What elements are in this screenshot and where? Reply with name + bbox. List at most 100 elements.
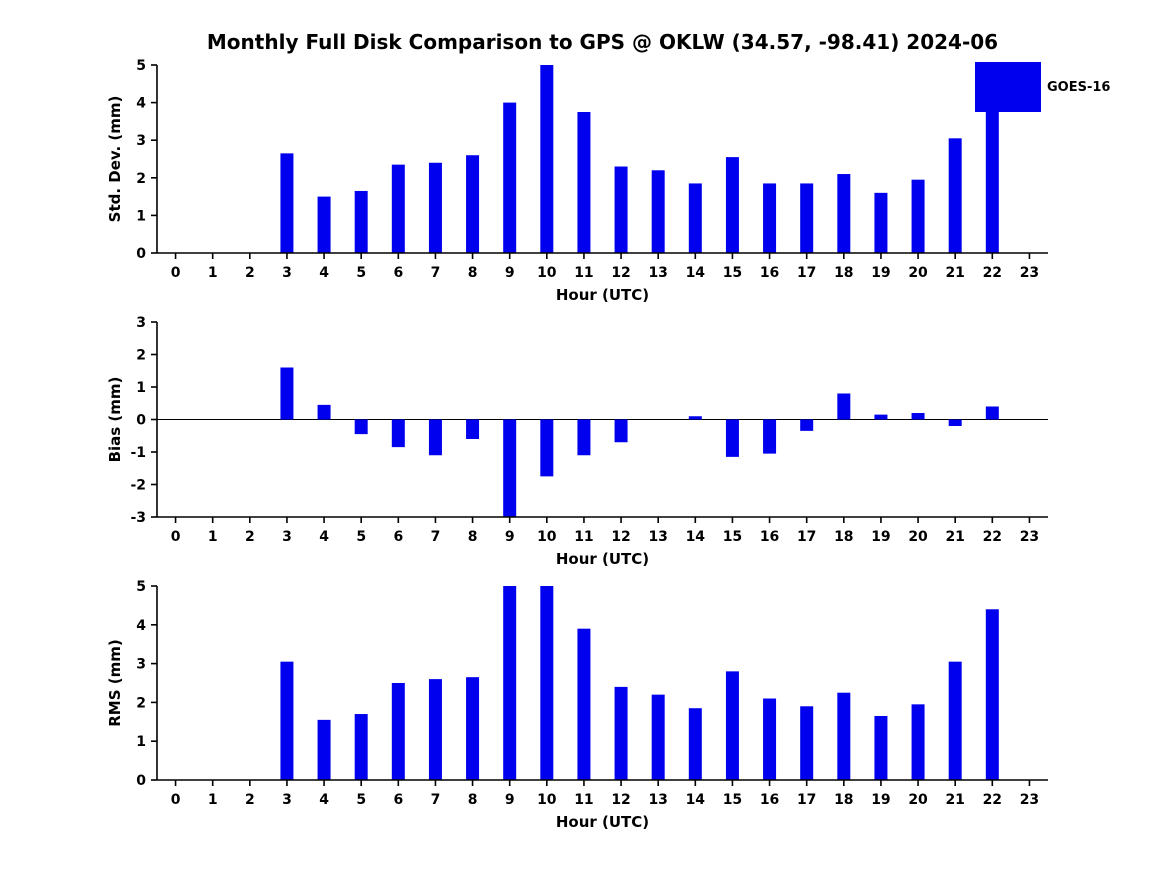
x-tick-label: 13 [648,265,667,281]
bar-bias-hour-19 [874,414,888,420]
x-tick-label: 13 [648,529,667,545]
x-tick-label: 0 [171,792,181,808]
x-tick-label: 21 [945,529,964,545]
x-tick-label: 16 [760,529,779,545]
x-tick-label: 18 [834,792,853,808]
bar-bias-hour-7 [428,419,442,456]
x-tick-label: 0 [171,529,181,545]
y-tick-label: -2 [130,478,146,494]
x-tick-label: 15 [723,792,742,808]
bar-std-dev-hour-20 [911,179,925,253]
x-tick-label: 15 [723,265,742,281]
x-tick-label: 6 [393,265,403,281]
bar-bias-hour-9 [503,419,517,517]
x-tick-label: 5 [356,265,366,281]
x-tick-label: 12 [611,792,630,808]
x-tick-label: 0 [171,265,181,281]
bar-rms-hour-4 [317,719,331,780]
x-tick-label: 8 [468,792,478,808]
y-tick-label: 0 [136,773,146,789]
x-tick-label: 4 [319,529,329,545]
bar-bias-hour-5 [354,419,368,435]
x-tick-label: 14 [686,265,706,281]
chart-title: Monthly Full Disk Comparison to GPS @ OK… [206,30,999,54]
bar-bias-hour-21 [948,419,962,426]
x-tick-label: 9 [505,265,515,281]
bar-bias-hour-12 [614,419,628,443]
bar-std-dev-hour-10 [540,65,554,253]
y-tick-label: 3 [136,315,146,331]
bar-std-dev-hour-21 [948,138,962,253]
y-tick-label: 2 [136,171,146,187]
x-tick-label: 16 [760,792,779,808]
x-tick-label: 19 [871,265,890,281]
x-tick-label: 5 [356,529,366,545]
x-tick-label: 20 [908,265,928,281]
bar-rms-hour-20 [911,704,925,780]
x-tick-label: 9 [505,529,515,545]
x-tick-label: 6 [393,529,403,545]
x-tick-label: 2 [245,265,255,281]
x-tick-label: 22 [983,265,1002,281]
bar-std-dev-hour-17 [800,183,814,253]
bar-rms-hour-11 [577,628,591,780]
bar-rms-hour-3 [280,661,294,780]
bar-rms-hour-18 [837,692,851,780]
y-tick-label: -1 [130,445,146,461]
y-tick-label: 2 [136,348,146,364]
bar-std-dev-hour-4 [317,196,331,253]
bar-bias-hour-22 [985,406,999,420]
x-tick-label: 3 [282,792,292,808]
y-tick-label: -3 [130,510,146,526]
bar-std-dev-hour-5 [354,190,368,253]
x-tick-label: 18 [834,265,853,281]
x-tick-label: 15 [723,529,742,545]
x-tick-label: 1 [208,792,218,808]
x-tick-label: 22 [983,529,1002,545]
x-tick-label: 19 [871,529,890,545]
y-tick-label: 1 [136,380,146,396]
x-tick-label: 8 [468,529,478,545]
x-tick-label: 1 [208,265,218,281]
x-tick-label: 5 [356,792,366,808]
bar-bias-hour-15 [725,419,739,457]
x-tick-label: 22 [983,792,1002,808]
y-tick-label: 2 [136,695,146,711]
x-axis-label: Hour (UTC) [556,550,649,568]
bar-bias-hour-8 [466,419,480,439]
x-tick-label: 12 [611,529,630,545]
bar-std-dev-hour-18 [837,174,851,253]
bar-rms-hour-16 [763,698,777,780]
bar-std-dev-hour-12 [614,166,628,253]
bar-std-dev-hour-7 [428,162,442,253]
x-tick-label: 4 [319,792,329,808]
legend: GOES-16 [975,62,1110,112]
x-tick-label: 17 [797,529,816,545]
bar-rms-hour-6 [391,683,405,780]
x-tick-label: 11 [574,792,593,808]
x-tick-label: 23 [1020,529,1039,545]
x-tick-label: 20 [908,529,928,545]
x-tick-label: 17 [797,265,816,281]
y-tick-label: 3 [136,133,146,149]
bar-bias-hour-20 [911,413,925,420]
bar-rms-hour-15 [725,671,739,780]
bar-rms-hour-13 [651,694,665,780]
x-axis-label: Hour (UTC) [556,813,649,831]
x-tick-label: 14 [686,792,706,808]
x-tick-label: 2 [245,792,255,808]
bar-rms-hour-12 [614,686,628,780]
bar-rms-hour-7 [428,679,442,780]
x-tick-label: 6 [393,792,403,808]
x-tick-label: 11 [574,265,593,281]
bar-bias-hour-4 [317,404,331,420]
x-tick-label: 23 [1020,792,1039,808]
y-tick-label: 5 [136,58,146,74]
x-tick-label: 4 [319,265,329,281]
bar-std-dev-hour-22 [985,87,999,253]
bar-bias-hour-17 [800,419,814,431]
x-tick-label: 9 [505,792,515,808]
bar-rms-hour-21 [948,661,962,780]
